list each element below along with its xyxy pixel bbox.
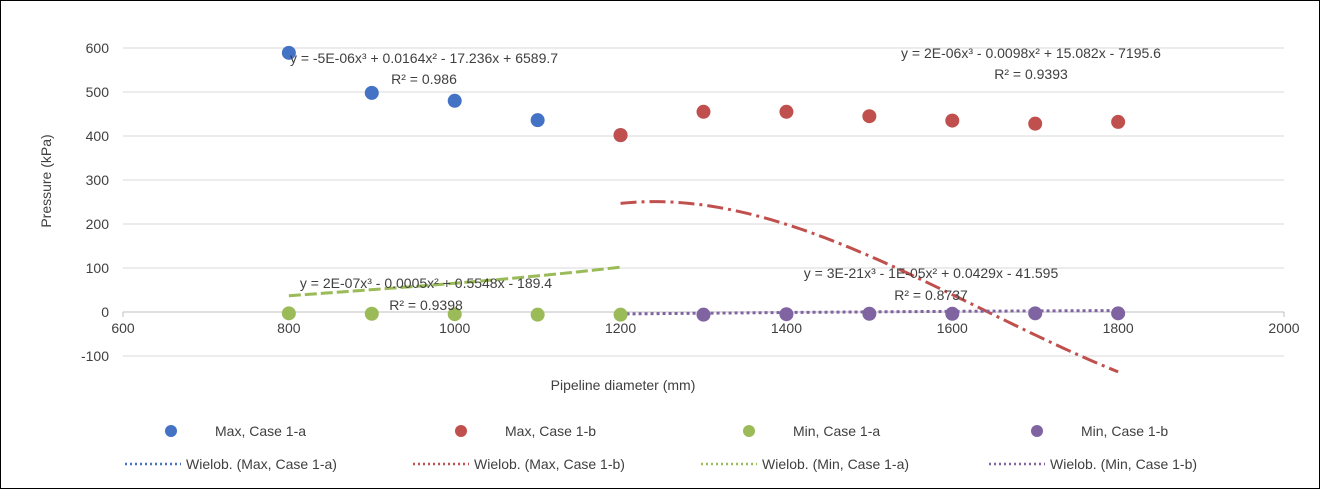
data-point-series-1 xyxy=(364,85,379,100)
data-point-series-2 xyxy=(1028,116,1043,131)
x-tick-label: 1400 xyxy=(771,320,802,336)
data-point-series-2 xyxy=(945,113,960,128)
y-tick-label: 500 xyxy=(86,84,110,100)
data-point-series-4 xyxy=(696,307,711,322)
y-tick-label: 100 xyxy=(86,260,110,276)
x-tick-label: 1600 xyxy=(937,320,968,336)
legend-marker-series-4 xyxy=(1031,425,1043,437)
data-point-series-3 xyxy=(281,306,296,321)
legend-label: Max, Case 1-b xyxy=(505,423,596,439)
trendline-r-squared: R² = 0.8737 xyxy=(894,287,968,303)
legend-label: Min, Case 1-b xyxy=(1081,423,1168,439)
y-tick-label: 300 xyxy=(86,172,110,188)
x-tick-label: 1200 xyxy=(605,320,636,336)
legend-marker-series-2 xyxy=(455,425,467,437)
y-tick-label: 400 xyxy=(86,128,110,144)
trendline-r-squared: R² = 0.986 xyxy=(391,71,457,87)
data-point-series-2 xyxy=(779,104,794,119)
trendline-equation: y = 2E-06x³ - 0.0098x² + 15.082x - 7195.… xyxy=(901,45,1161,61)
x-tick-label: 800 xyxy=(277,320,301,336)
legend-marker-series-3 xyxy=(743,425,755,437)
legend-label: Wielob. (Max, Case 1-a) xyxy=(186,456,337,472)
data-point-series-4 xyxy=(945,306,960,321)
trendline-equation: y = 2E-07x³ - 0.0005x² + 0.5548x - 189.4 xyxy=(300,275,552,291)
data-point-series-4 xyxy=(779,307,794,322)
data-point-series-3 xyxy=(447,307,462,322)
x-tick-label: 1800 xyxy=(1103,320,1134,336)
data-point-series-3 xyxy=(364,306,379,321)
x-axis-title: Pipeline diameter (mm) xyxy=(551,377,696,393)
legend-label: Min, Case 1-a xyxy=(793,423,880,439)
data-point-series-1 xyxy=(530,113,545,128)
data-point-series-3 xyxy=(613,307,628,322)
y-tick-label: 200 xyxy=(86,216,110,232)
x-tick-label: 600 xyxy=(111,320,135,336)
legend-label: Wielob. (Min, Case 1-b) xyxy=(1050,456,1197,472)
data-point-series-2 xyxy=(862,109,877,124)
data-point-series-4 xyxy=(1028,306,1043,321)
trendline-2 xyxy=(620,200,1119,374)
data-point-series-2 xyxy=(613,128,628,143)
legend-label: Wielob. (Min, Case 1-a) xyxy=(762,456,909,472)
legend-marker-series-1 xyxy=(165,425,177,437)
data-point-series-2 xyxy=(696,104,711,119)
trendline-equation: y = -5E-06x³ + 0.0164x² - 17.236x + 6589… xyxy=(290,50,558,66)
data-point-series-3 xyxy=(530,307,545,322)
y-axis-title: Pressure (kPa) xyxy=(38,134,54,227)
y-tick-label: -100 xyxy=(81,348,109,364)
data-point-series-4 xyxy=(1111,306,1126,321)
y-tick-label: 0 xyxy=(101,304,109,320)
x-tick-label: 1000 xyxy=(439,320,470,336)
trendline-r-squared: R² = 0.9393 xyxy=(994,66,1068,82)
data-point-series-4 xyxy=(862,306,877,321)
data-point-series-1 xyxy=(447,93,462,108)
trendline-r-squared: R² = 0.9398 xyxy=(389,297,463,313)
x-tick-label: 2000 xyxy=(1268,320,1299,336)
y-tick-label: 600 xyxy=(86,40,110,56)
data-point-series-2 xyxy=(1111,114,1126,129)
legend-label: Max, Case 1-a xyxy=(215,423,306,439)
data-point-series-1 xyxy=(281,45,296,60)
legend: Max, Case 1-a Max, Case 1-b Min, Case 1-a M… xyxy=(125,423,1197,472)
legend-label: Wielob. (Max, Case 1-b) xyxy=(474,456,625,472)
trendline-equation: y = 3E-21x³ - 1E-05x² + 0.0429x - 41.595 xyxy=(804,265,1059,281)
trendline-3 xyxy=(288,265,621,298)
